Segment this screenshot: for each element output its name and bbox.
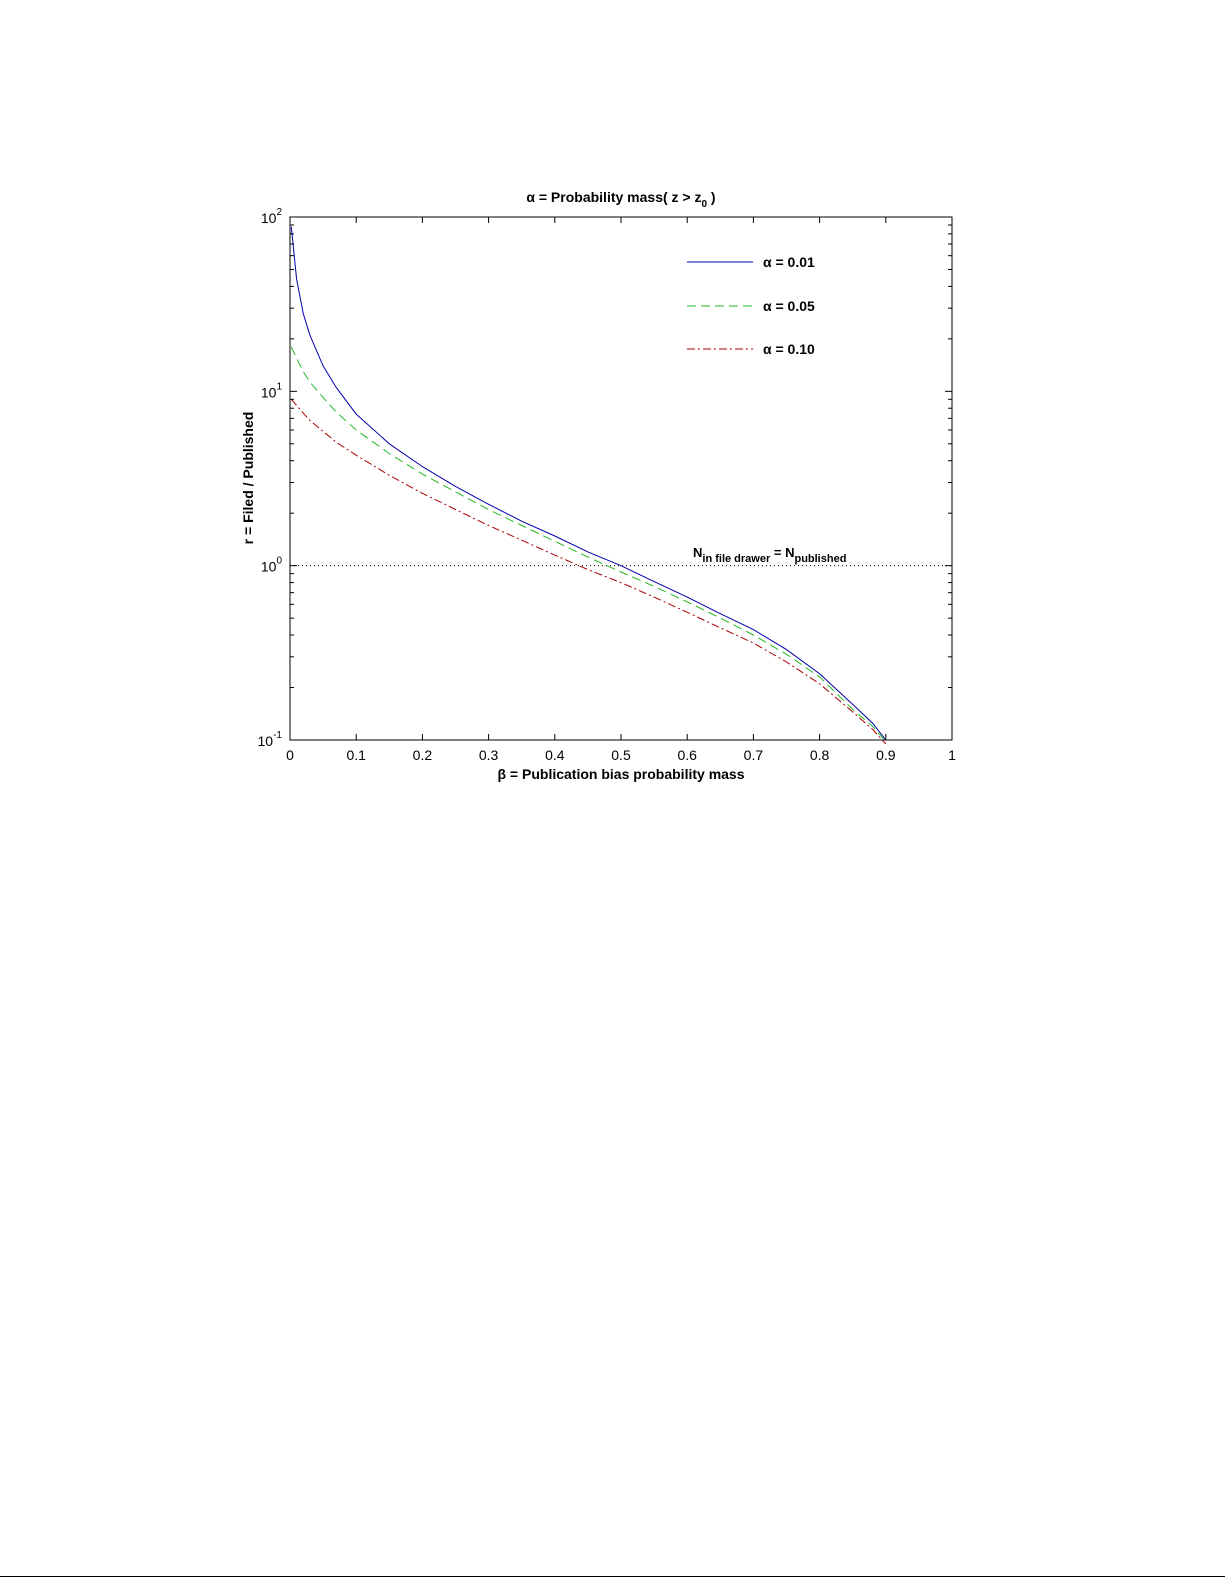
x-tick-label: 0.6 [677,747,697,763]
y-tick-label: 102 [261,207,283,226]
plot-frame [289,216,953,741]
x-tick-label: 0.3 [479,747,499,763]
x-tick-label: 0.2 [413,747,433,763]
chart-title: α = Probability mass( z > z0 ) [526,189,715,210]
series-line-1 [290,226,887,741]
x-tick-label: 1 [948,747,956,763]
y-tick-label: 10-1 [258,730,283,749]
chart-title-subscript: 0 [701,199,707,210]
y-axis-label: r = Filed / Published [240,412,256,545]
x-tick-label: 0.5 [611,747,631,763]
series-group [290,226,887,745]
page-bottom-rule [0,1576,1225,1577]
reference-line-label: Nin file drawer = Npublished [693,545,846,565]
chart-title-suffix: ) [707,189,716,205]
y-tick-label: 101 [261,381,283,400]
series-line-2 [290,346,887,742]
y-tick-label: 100 [261,556,283,575]
legend: α = 0.01 α = 0.05 α = 0.10 [687,254,815,357]
ref-label-sub2: published [794,553,846,565]
x-axis-label: β = Publication bias probability mass [498,766,745,782]
legend-label-1: α = 0.01 [763,254,815,270]
x-tick-label: 0.7 [744,747,764,763]
plot-area [289,216,953,741]
chart-title-prefix: α = Probability mass( z > z [526,189,701,205]
x-axis-ticks: 0 0.1 0.2 0.3 0.4 0.5 0.6 0.7 0.8 0.9 1 [286,217,956,763]
x-tick-label: 0 [286,747,294,763]
x-tick-label: 0.4 [545,747,565,763]
x-tick-label: 0.8 [810,747,830,763]
legend-label-2: α = 0.05 [763,298,815,314]
ref-label-n1: N [693,545,702,560]
y-axis-ticks: 10-1 100 101 102 [258,207,952,749]
series-line-3 [290,398,887,745]
x-tick-label: 0.1 [346,747,366,763]
x-tick-label: 0.9 [876,747,896,763]
ref-label-eq: = N [770,545,794,560]
legend-label-3: α = 0.10 [763,341,815,357]
ref-label-sub1: in file drawer [702,553,771,565]
